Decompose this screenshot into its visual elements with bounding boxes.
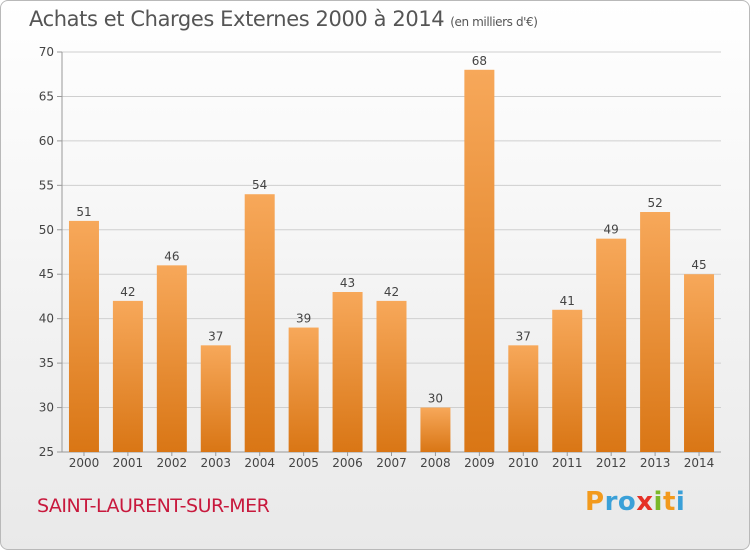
- x-tick-label-2012: 2012: [596, 456, 627, 470]
- data-label-2007: 42: [384, 285, 399, 299]
- data-label-2012: 49: [604, 223, 619, 237]
- bar-2000: [68, 220, 99, 452]
- bar-2006: [332, 292, 363, 452]
- x-tick-labels: 2000 2001 2002 2003 2004 2005 2006 2007 2008 2009…: [69, 452, 715, 470]
- x-tick-label-2000: 2000: [69, 456, 100, 470]
- data-label-2008: 30: [428, 392, 443, 406]
- chart-unit: (en milliers d'€): [450, 15, 538, 29]
- y-tick-label: 45: [39, 267, 54, 281]
- bar-2005: [288, 327, 319, 452]
- bar-2004: [244, 194, 275, 452]
- bar-2010: [508, 345, 539, 452]
- y-tick-label: 50: [39, 223, 54, 237]
- y-tick-label: 40: [39, 312, 54, 326]
- x-tick-label-2008: 2008: [420, 456, 451, 470]
- bar-2001: [112, 300, 143, 452]
- data-label-2005: 39: [296, 312, 311, 326]
- logo-letter: r: [604, 487, 618, 517]
- y-tick-label: 65: [39, 89, 54, 103]
- bar-2003: [200, 345, 231, 452]
- data-labels: 51 42 46 37 54 39 43 42 30 68 37 41 49 52 45: [76, 54, 706, 406]
- data-label-2009: 68: [472, 54, 487, 68]
- bar-2008: [420, 407, 451, 452]
- logo-letter: P: [585, 487, 605, 517]
- logo-letter: t: [662, 487, 676, 517]
- logo-letter: x: [636, 487, 654, 517]
- bar-2009: [464, 69, 495, 453]
- data-label-2014: 45: [691, 258, 706, 272]
- x-tick-label-2013: 2013: [640, 456, 671, 470]
- y-tick-label: 55: [39, 178, 54, 192]
- y-tick-label: 25: [39, 445, 54, 459]
- data-label-2002: 46: [164, 249, 179, 263]
- y-tick-label: 70: [39, 45, 54, 59]
- proxiti-logo: Proxiti: [585, 487, 685, 517]
- x-tick-label-2010: 2010: [508, 456, 539, 470]
- data-label-2001: 42: [120, 285, 135, 299]
- logo-letter: i: [675, 487, 686, 517]
- data-label-2010: 37: [516, 329, 531, 343]
- data-label-2003: 37: [208, 329, 223, 343]
- x-tick-label-2001: 2001: [113, 456, 144, 470]
- data-label-2004: 54: [252, 178, 267, 192]
- logo-letter: o: [617, 487, 637, 517]
- x-tick-label-2011: 2011: [552, 456, 583, 470]
- logo-letter: i: [653, 487, 663, 517]
- x-tick-label-2002: 2002: [157, 456, 188, 470]
- data-label-2006: 43: [340, 276, 355, 290]
- y-tick-label: 30: [39, 401, 54, 415]
- chart-title: Achats et Charges Externes 2000 à 2014 (e…: [29, 7, 538, 31]
- data-label-2013: 52: [647, 196, 662, 210]
- commune-name: SAINT-LAURENT-SUR-MER: [37, 495, 270, 517]
- data-label-2000: 51: [76, 205, 91, 219]
- bar-2002: [156, 265, 187, 452]
- bar-2012: [596, 238, 627, 452]
- x-tick-label-2003: 2003: [200, 456, 231, 470]
- bar-2011: [552, 309, 583, 452]
- bars: [68, 69, 715, 453]
- x-tick-label-2014: 2014: [684, 456, 715, 470]
- data-label-2011: 41: [560, 294, 575, 308]
- bar-2014: [684, 274, 715, 452]
- x-tick-label-2004: 2004: [244, 456, 275, 470]
- x-tick-label-2007: 2007: [376, 456, 407, 470]
- x-tick-label-2005: 2005: [288, 456, 319, 470]
- x-tick-label-2006: 2006: [332, 456, 363, 470]
- chart-title-text: Achats et Charges Externes 2000 à 2014: [29, 7, 445, 31]
- y-tick-label: 35: [39, 356, 54, 370]
- x-tick-label-2009: 2009: [464, 456, 495, 470]
- bar-2007: [376, 300, 407, 452]
- bar-2013: [640, 212, 671, 452]
- y-tick-labels: 25 30 35 40 45 50 55 60 65 70: [39, 45, 54, 459]
- y-tick-label: 60: [39, 134, 54, 148]
